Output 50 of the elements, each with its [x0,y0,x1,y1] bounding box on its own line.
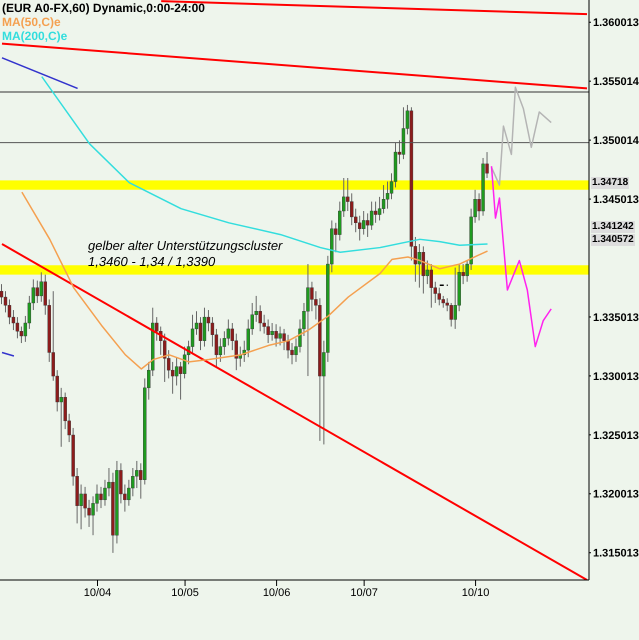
y-tick-label: 1.315013 [593,548,639,560]
line-series [490,165,552,348]
y-tick-label: 1.330013 [593,370,639,383]
candlestick [258,304,262,332]
candlestick [170,361,174,394]
y-tick-label: 1.355014 [593,76,639,88]
text: 1.34718 [591,177,630,189]
x-tick-label: 10/04 [84,586,112,599]
candlestick [366,212,370,238]
line-series [41,76,488,254]
candlestick [40,272,43,302]
candlestick [450,302,453,328]
candlestick [422,246,426,294]
candlestick [270,322,274,342]
x-tick-label: 10/07 [350,586,378,599]
chart-title: (EUR A0-FX,60) Dynamic,0:00-24:00 [2,1,205,15]
candlestick [418,244,422,288]
candlestick [374,201,378,224]
y-tick-label: 1.335013 [593,312,639,324]
candlestick [162,333,166,382]
y-tick-label: 1.320013 [593,488,639,501]
y-tick-label: 1.360013 [593,17,639,30]
candlestick [430,264,434,308]
candlestick [310,281,314,312]
candlestick [358,215,362,241]
x-tick-label: 10/05 [171,586,199,599]
candlestick [218,338,222,362]
candlestick [202,307,206,348]
annotation: gelber alter Unterstützungscluster [88,238,282,254]
line-series [21,191,488,370]
candlestick [274,324,278,348]
y-tick-label: 1.345013 [593,194,639,206]
text: 1.340572 [591,234,635,246]
candlestick [266,318,270,344]
x-tick-label: 10/06 [262,586,290,599]
line-series [490,86,552,186]
annotation: 1,3460 - 1,34 / 1,3390 [88,254,216,270]
candlestick [306,264,310,377]
candlestick [278,326,282,346]
text: 1.341242 [591,221,635,233]
candlestick [362,210,366,236]
text: MA(200,C)e [2,29,68,43]
candlestick [36,280,40,304]
y-tick-label: 1.325013 [593,430,639,442]
candlestick [99,486,103,509]
text: MA(50,C)e [2,15,62,29]
candlestick [453,267,457,330]
x-tick-label: 10/10 [462,586,490,599]
y-tick-label: 1.350014 [593,135,639,148]
candlestick [370,201,374,230]
